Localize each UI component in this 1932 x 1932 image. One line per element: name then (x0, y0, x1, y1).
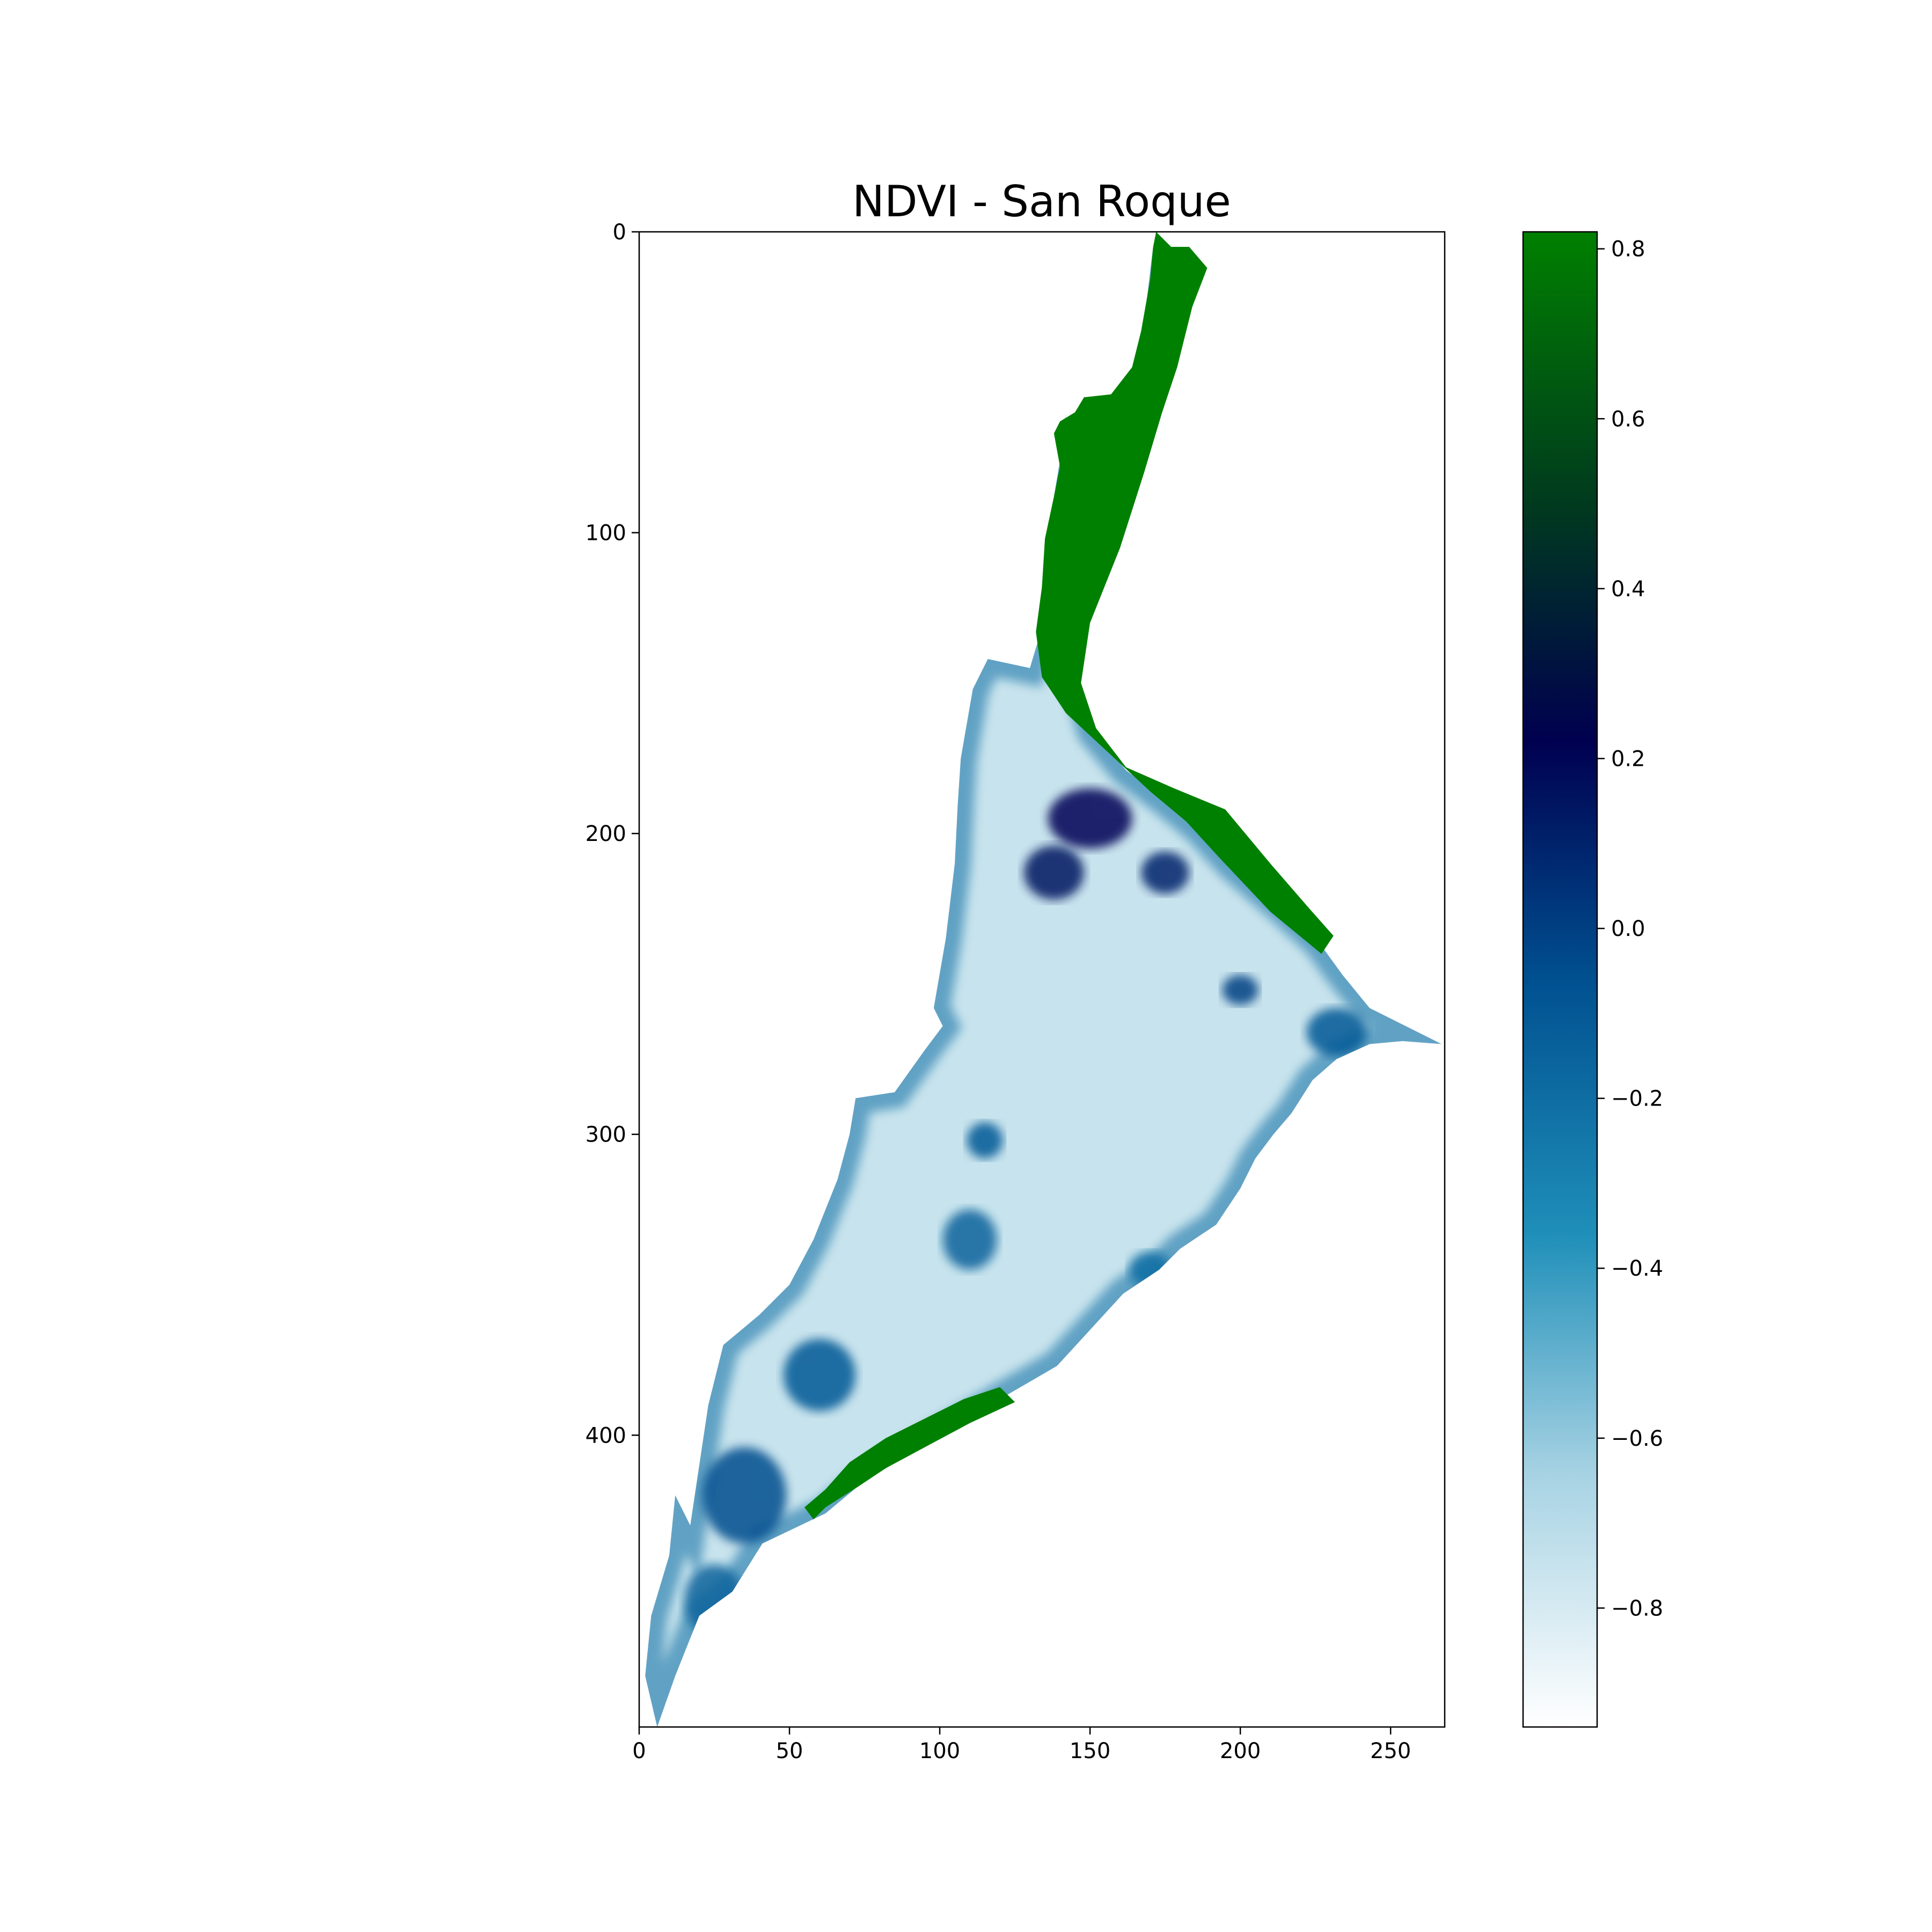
y-tick-label-400: 400 (586, 1423, 626, 1448)
colorbar-tick-label-0: 0.8 (1611, 237, 1645, 262)
colorbar-tick-label-3: 0.2 (1611, 747, 1645, 771)
x-tick-label-50: 50 (776, 1739, 803, 1763)
deep-zone-7 (783, 1338, 856, 1411)
x-axis: 0 50 100 150 200 250 (632, 1727, 1411, 1763)
y-axis: 0 100 200 300 400 (586, 220, 639, 1448)
y-tick-label-100: 100 (586, 521, 626, 546)
colorbar-tick-label-1: 0.6 (1611, 407, 1645, 431)
deep-zone-8 (702, 1447, 787, 1544)
deep-zone-6 (942, 1209, 997, 1270)
vegetation-north-region (1036, 232, 1334, 954)
vegetation-south-region (804, 1387, 1015, 1520)
colorbar-tick-label-2: 0.4 (1611, 577, 1645, 602)
colorbar-tick-label-6: −0.4 (1611, 1256, 1663, 1281)
x-tick-label-200: 200 (1220, 1739, 1261, 1763)
x-tick-label-0: 0 (632, 1739, 646, 1763)
y-tick-label-200: 200 (586, 822, 626, 846)
colorbar-tick-label-4: 0.0 (1611, 917, 1645, 941)
colorbar-tick-label-5: −0.2 (1611, 1087, 1663, 1111)
deep-zone-0 (1048, 788, 1132, 849)
y-tick-label-0: 0 (613, 220, 626, 245)
x-tick-label-250: 250 (1370, 1739, 1411, 1763)
colorbar: 0.8 0.6 0.4 0.2 0.0 −0.2 −0.4 −0.6 −0.8 (1522, 231, 1663, 1728)
y-tick-label-300: 300 (586, 1123, 626, 1147)
deep-zone-4 (1306, 1008, 1367, 1056)
colorbar-tick-label-7: −0.6 (1611, 1426, 1663, 1451)
colorbar-tick-label-8: −0.8 (1611, 1596, 1663, 1621)
deep-zone-1 (1023, 845, 1084, 900)
x-tick-label-100: 100 (919, 1739, 960, 1763)
deep-zone-5 (967, 1122, 1003, 1159)
axes-frame (638, 231, 1446, 1728)
deep-zone-2 (1141, 851, 1189, 894)
x-tick-label-150: 150 (1070, 1739, 1110, 1763)
deep-zone-3 (1222, 975, 1258, 1005)
colorbar-ticks: 0.8 0.6 0.4 0.2 0.0 −0.2 −0.4 −0.6 −0.8 (1597, 237, 1663, 1621)
colorbar-gradient (1523, 232, 1597, 1727)
chart-title: NDVI - San Roque (852, 177, 1231, 226)
colorbar-frame (1522, 231, 1598, 1728)
plot-area (639, 232, 1445, 1727)
